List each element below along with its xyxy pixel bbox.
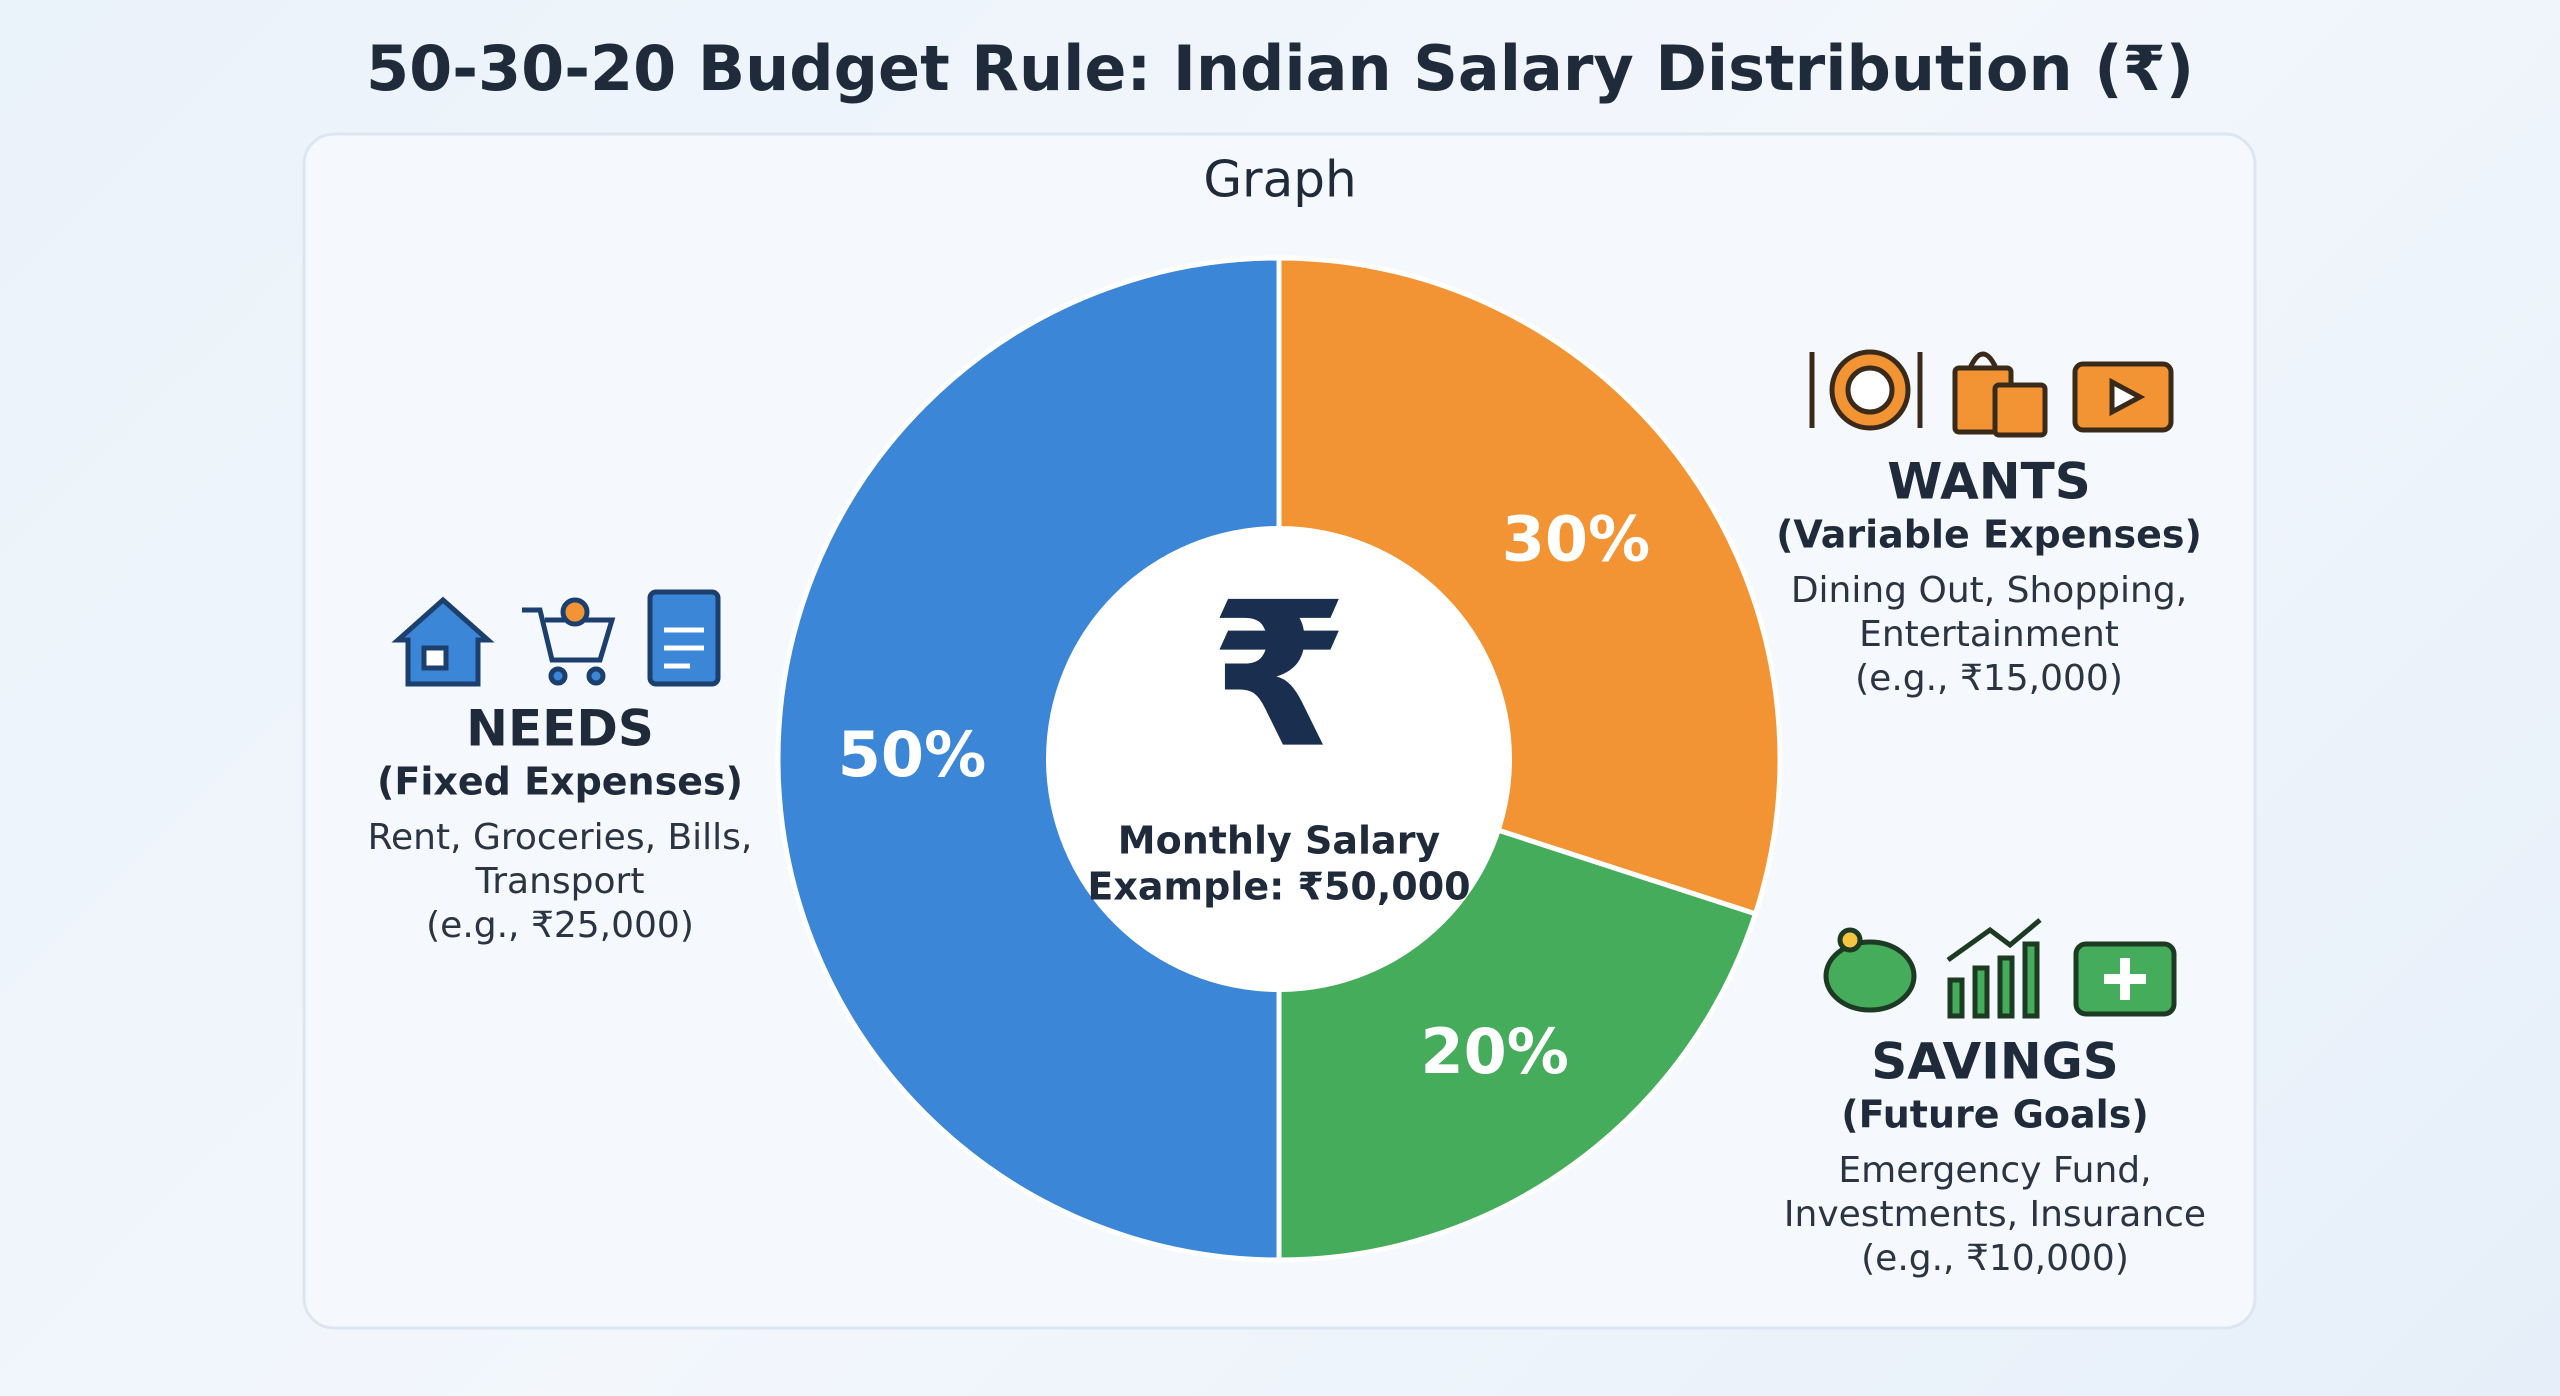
- category-name: NEEDS: [466, 700, 654, 758]
- category-detail: (e.g., ₹25,000): [426, 905, 694, 946]
- category-detail: Dining Out, Shopping,: [1791, 570, 2187, 611]
- center-symbol: ₹: [1209, 560, 1348, 793]
- category-subtitle: (Fixed Expenses): [377, 760, 743, 804]
- category-detail: Entertainment: [1859, 614, 2119, 655]
- value-label: 20%: [1421, 1015, 1569, 1088]
- donut-hole: [1046, 526, 1512, 992]
- center-text: Example: ₹50,000: [1087, 865, 1470, 909]
- value-label: 50%: [838, 718, 986, 791]
- category-name: WANTS: [1887, 453, 2091, 511]
- slice: [775, 255, 1282, 1263]
- category-subtitle: (Variable Expenses): [1776, 513, 2202, 557]
- category-detail: Emergency Fund,: [1838, 1150, 2151, 1191]
- chart-subtitle: Graph: [1203, 151, 1356, 209]
- center-text: Monthly Salary: [1118, 819, 1441, 863]
- chart-title: 50-30-20 Budget Rule: Indian Salary Dist…: [366, 32, 2194, 105]
- category-subtitle: (Future Goals): [1841, 1093, 2148, 1137]
- wants-icons: [1809, 349, 2174, 438]
- category-name: SAVINGS: [1871, 1033, 2119, 1091]
- category-detail: Rent, Groceries, Bills,: [368, 817, 753, 858]
- category-detail: Investments, Insurance: [1784, 1194, 2206, 1235]
- savings-icons: [1823, 918, 2177, 1019]
- category-detail: Transport: [475, 861, 645, 902]
- category-detail: (e.g., ₹15,000): [1855, 658, 2123, 699]
- category-detail: (e.g., ₹10,000): [1861, 1238, 2129, 1279]
- needs-icons: [391, 589, 721, 687]
- value-label: 30%: [1502, 502, 1650, 575]
